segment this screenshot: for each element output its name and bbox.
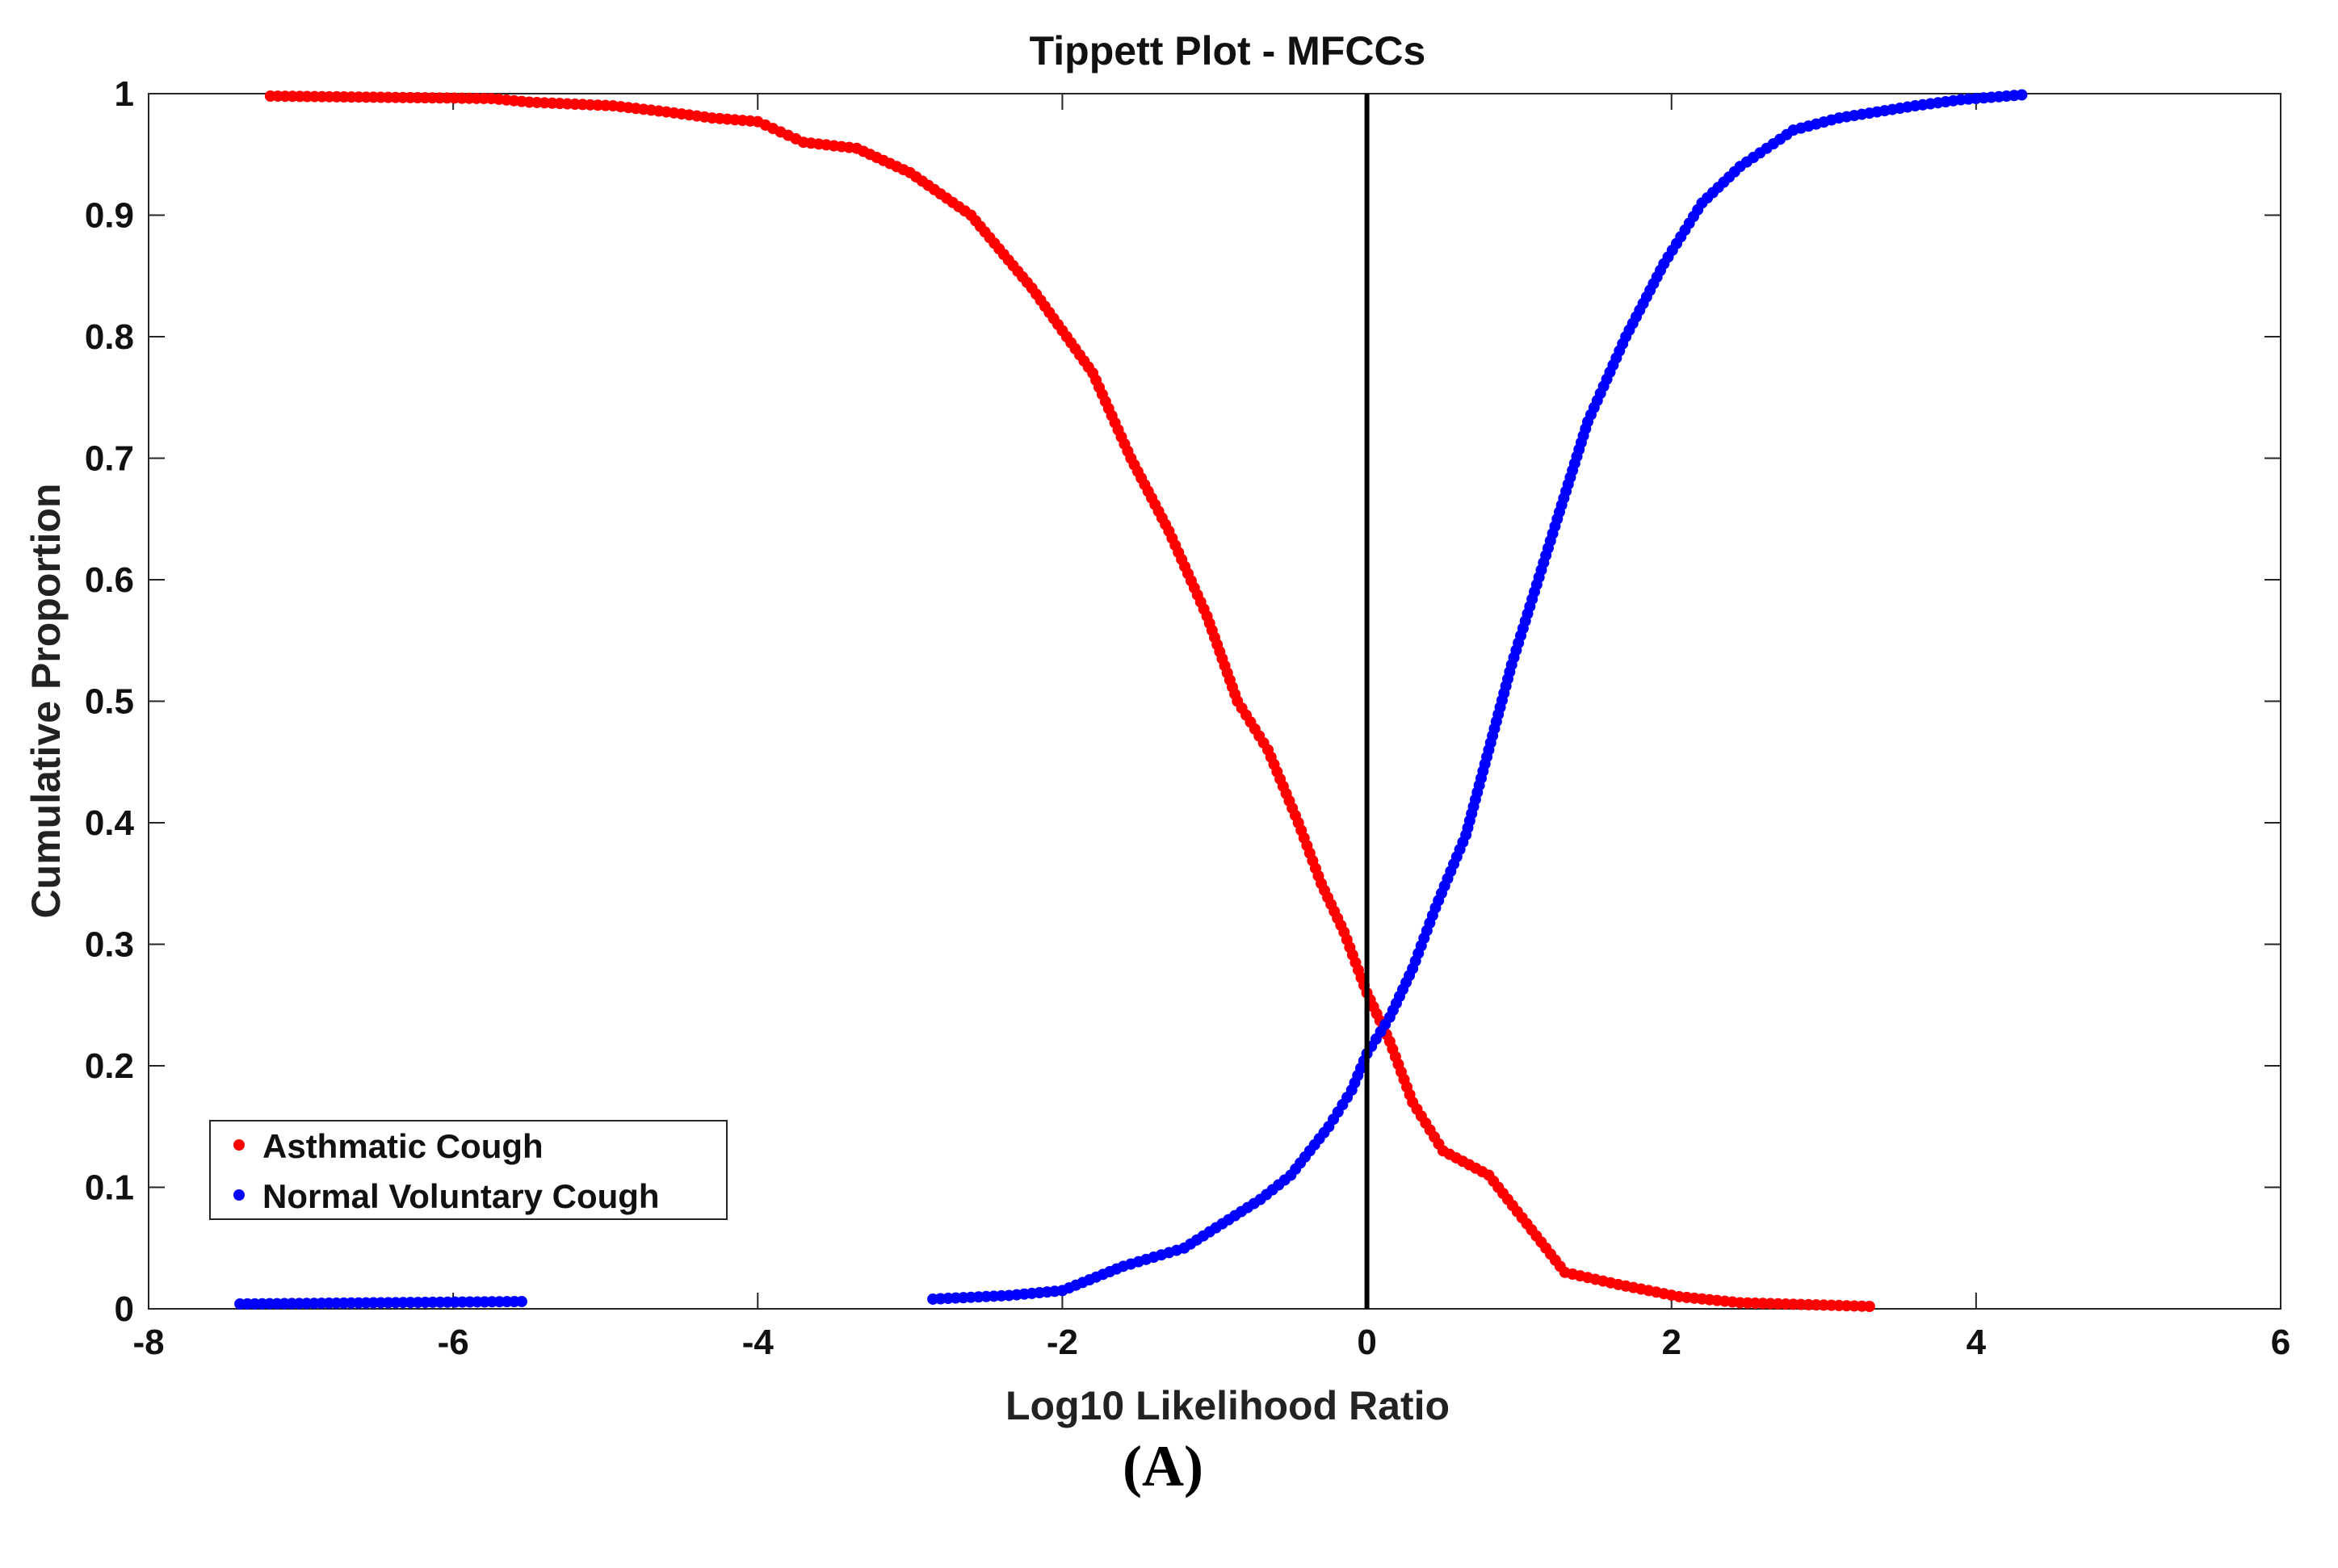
y-tick-label: 0 — [115, 1289, 134, 1329]
legend-box — [209, 1120, 728, 1220]
data-point — [1863, 1300, 1875, 1312]
x-tick-label: -4 — [742, 1323, 774, 1362]
legend-label-asthmatic-cough: Asthmatic Cough — [262, 1127, 544, 1165]
x-tick-label: 4 — [1967, 1323, 1987, 1362]
y-tick-label: 0.2 — [85, 1046, 134, 1086]
y-tick-label: 1 — [115, 74, 134, 114]
legend-label-normal-voluntary-cough: Normal Voluntary Cough — [262, 1177, 660, 1215]
x-axis-label: Log10 Likelihood Ratio — [1005, 1383, 1450, 1428]
series-asthmatic-cough — [264, 90, 1875, 1312]
y-tick-label: 0.4 — [85, 803, 135, 843]
y-tick-label: 0.3 — [85, 925, 134, 965]
x-tick-label: -2 — [1047, 1323, 1078, 1362]
legend-marker-asthmatic-cough — [233, 1139, 245, 1151]
data-point — [516, 1295, 527, 1307]
data-series — [234, 89, 2028, 1312]
legend: Asthmatic Cough Normal Voluntary Cough — [209, 1120, 728, 1220]
chart-title: Tippett Plot - MFCCs — [1030, 28, 1426, 73]
x-tick-label: -6 — [438, 1323, 469, 1362]
x-tick-label: 6 — [2271, 1323, 2290, 1362]
y-tick-label: 0.1 — [85, 1168, 134, 1208]
panel-label: (A) — [1123, 1434, 1203, 1499]
y-tick-label: 0.7 — [85, 439, 134, 479]
y-tick-label: 0.6 — [85, 560, 134, 600]
legend-marker-normal-voluntary-cough — [233, 1189, 245, 1201]
x-tick-label: -8 — [132, 1323, 164, 1362]
data-point — [2016, 89, 2028, 101]
x-tick-label: 2 — [1661, 1323, 1681, 1362]
y-tick-label: 0.9 — [85, 196, 134, 236]
x-tick-labels: -8 -6 -4 -2 0 2 4 6 — [132, 1323, 2290, 1362]
y-tick-label: 0.8 — [85, 317, 134, 357]
y-tick-labels: 0 0.1 0.2 0.3 0.4 0.5 0.6 0.7 0.8 0.9 1 — [85, 74, 135, 1329]
y-tick-label: 0.5 — [85, 682, 134, 722]
series-normal-voluntary-cough — [234, 89, 2028, 1310]
y-axis-label: Cumulative Proportion — [23, 484, 69, 919]
x-tick-label: 0 — [1357, 1323, 1376, 1362]
